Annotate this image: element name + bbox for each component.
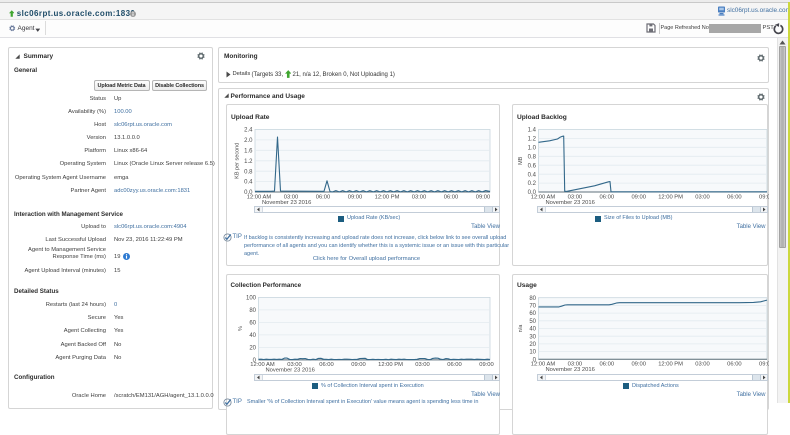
svg-text:06:00: 06:00 <box>599 194 614 200</box>
svg-text:%: % <box>238 326 244 331</box>
svg-text:06:00: 06:00 <box>315 194 330 200</box>
svg-text:MB: MB <box>518 156 524 165</box>
svg-text:60: 60 <box>249 320 256 326</box>
svg-text:1.2: 1.2 <box>527 137 536 143</box>
svg-text:06:00: 06:00 <box>727 361 742 367</box>
svg-text:06:00: 06:00 <box>599 361 614 367</box>
svg-text:12:00 PM: 12:00 PM <box>658 361 683 367</box>
svg-text:1.4: 1.4 <box>527 128 536 134</box>
svg-text:November 23 2016: November 23 2016 <box>545 367 594 373</box>
svg-text:60: 60 <box>529 311 536 317</box>
svg-text:80: 80 <box>529 295 536 301</box>
svg-text:0.8: 0.8 <box>244 169 253 175</box>
svg-text:09:00: 09:00 <box>479 362 494 368</box>
svg-text:03:00: 03:00 <box>415 362 430 368</box>
svg-text:0.6: 0.6 <box>527 163 536 169</box>
svg-text:November 23 2016: November 23 2016 <box>265 367 314 373</box>
svg-text:KB per second: KB per second <box>234 143 240 179</box>
svg-text:12:00 PM: 12:00 PM <box>658 194 683 200</box>
svg-text:20: 20 <box>529 342 536 348</box>
svg-text:2.0: 2.0 <box>244 138 253 144</box>
svg-text:09:00: 09:00 <box>347 194 362 200</box>
svg-text:09:00: 09:00 <box>631 361 646 367</box>
svg-text:50: 50 <box>529 318 536 324</box>
svg-text:09:00: 09:00 <box>759 361 769 367</box>
svg-text:09:00: 09:00 <box>759 194 769 200</box>
svg-text:0.4: 0.4 <box>527 172 536 178</box>
svg-text:n/a: n/a <box>518 323 524 332</box>
svg-text:0.4: 0.4 <box>244 180 253 186</box>
svg-text:1.6: 1.6 <box>244 148 253 154</box>
svg-text:2.4: 2.4 <box>244 128 253 134</box>
svg-text:06:00: 06:00 <box>443 194 458 200</box>
svg-text:09:00: 09:00 <box>475 194 490 200</box>
svg-text:70: 70 <box>529 303 536 309</box>
svg-text:20: 20 <box>249 345 256 351</box>
svg-text:03:00: 03:00 <box>695 194 710 200</box>
svg-text:100: 100 <box>245 295 256 301</box>
svg-text:40: 40 <box>249 333 256 339</box>
svg-text:0.8: 0.8 <box>527 154 536 160</box>
svg-text:12:00 PM: 12:00 PM <box>378 362 403 368</box>
svg-text:09:00: 09:00 <box>631 194 646 200</box>
svg-text:09:00: 09:00 <box>351 362 366 368</box>
svg-text:1.0: 1.0 <box>527 145 536 151</box>
svg-text:12:00 PM: 12:00 PM <box>374 194 399 200</box>
svg-text:80: 80 <box>249 308 256 314</box>
svg-text:06:00: 06:00 <box>727 194 742 200</box>
svg-text:10: 10 <box>529 349 536 355</box>
svg-text:40: 40 <box>529 326 536 332</box>
svg-text:1.2: 1.2 <box>244 159 253 165</box>
svg-text:06:00: 06:00 <box>319 362 334 368</box>
svg-text:30: 30 <box>529 334 536 340</box>
svg-text:03:00: 03:00 <box>411 194 426 200</box>
svg-text:03:00: 03:00 <box>695 361 710 367</box>
svg-text:0.2: 0.2 <box>527 181 536 187</box>
svg-text:06:00: 06:00 <box>447 362 462 368</box>
